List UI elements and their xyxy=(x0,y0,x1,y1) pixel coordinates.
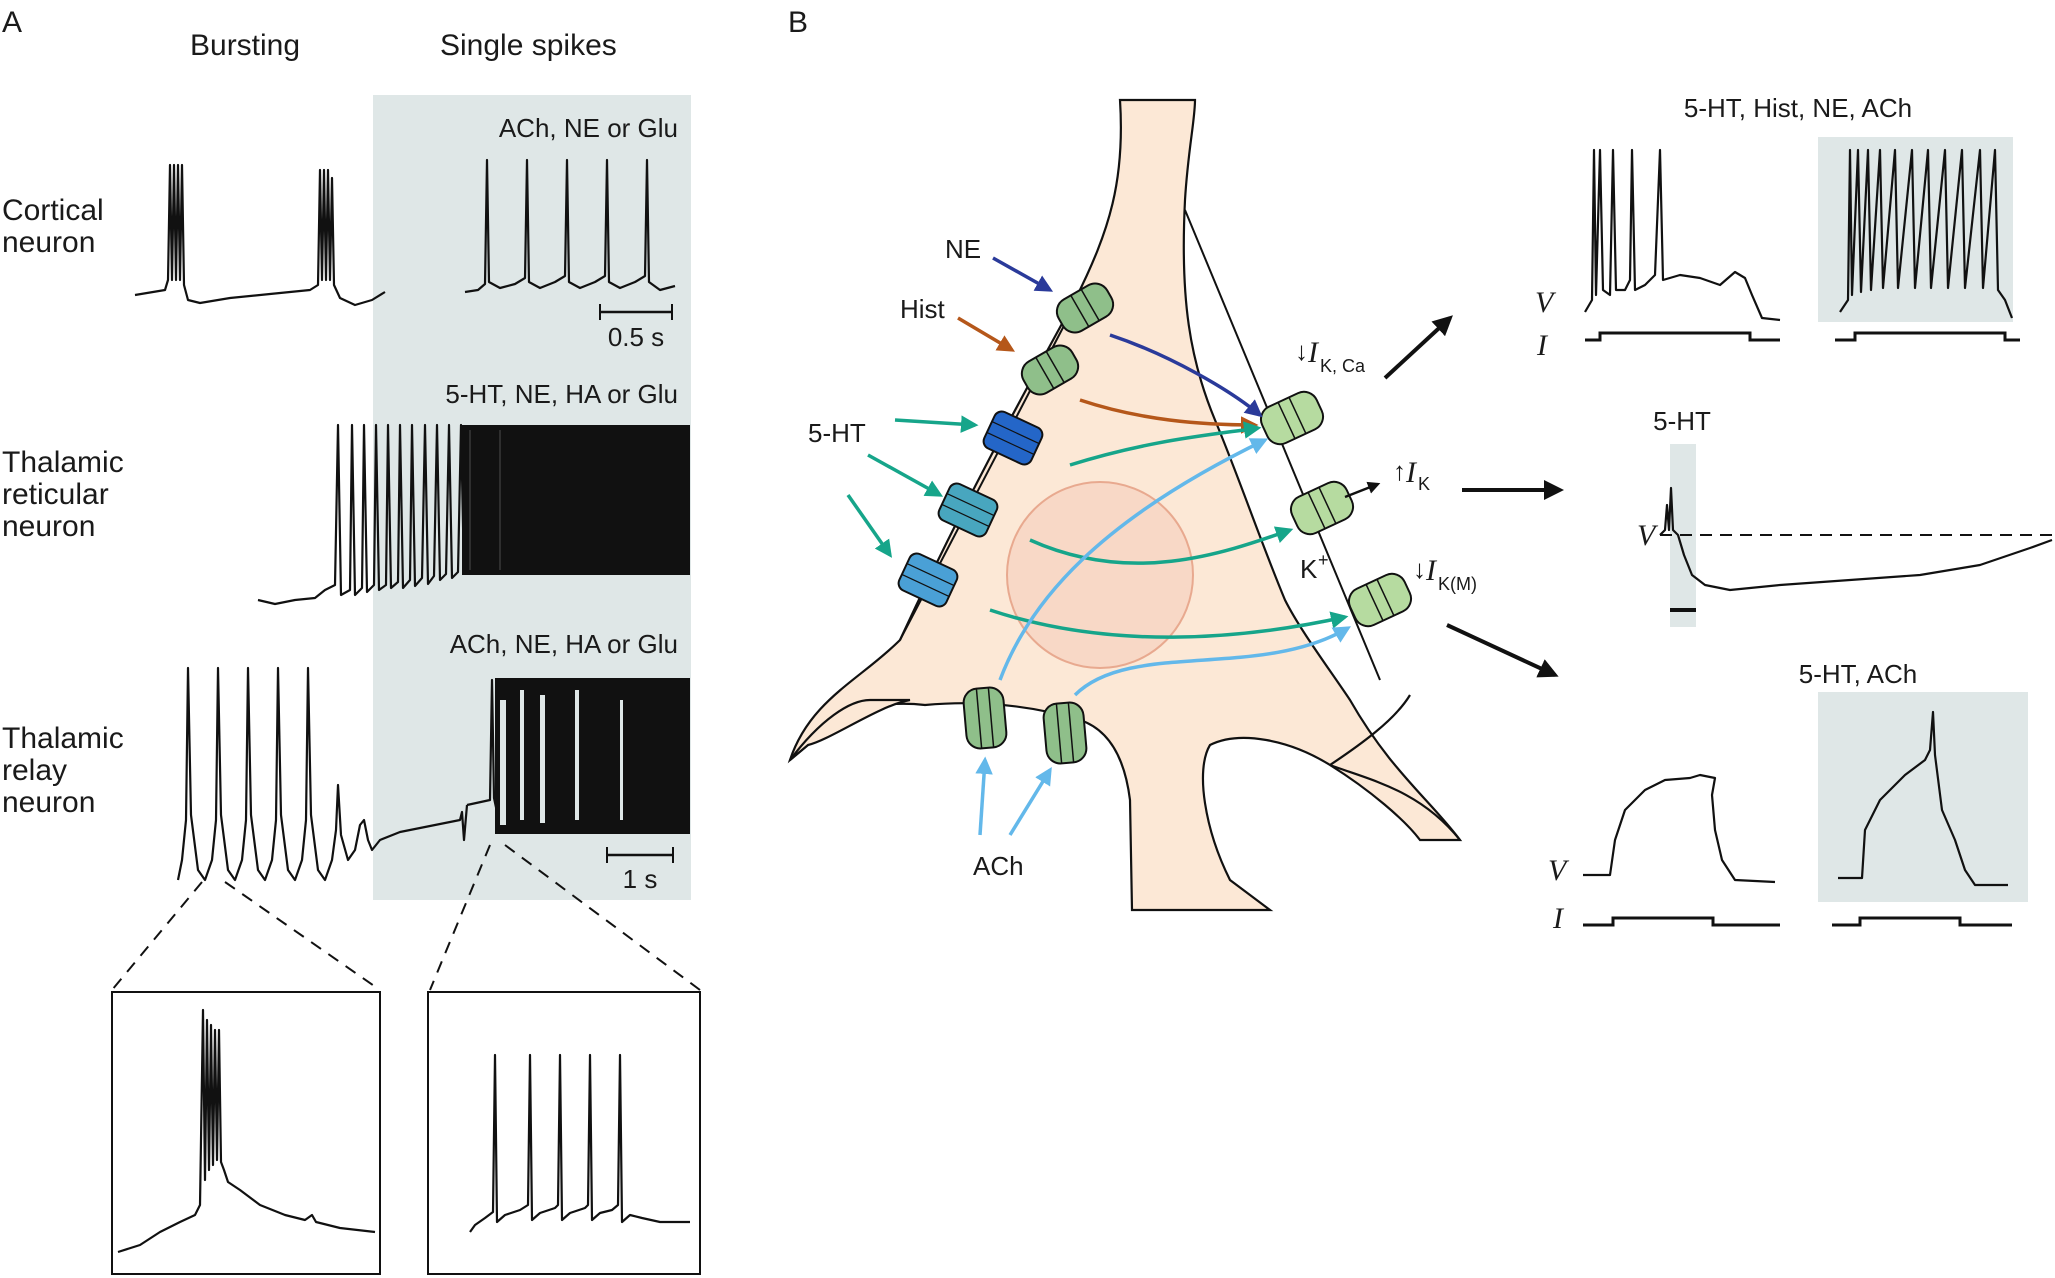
ikm-channel xyxy=(1347,572,1413,628)
relay-block-gap-5 xyxy=(620,700,623,820)
recording-bottom-modulated-current xyxy=(1832,916,2012,927)
hist-input-arrow xyxy=(957,316,1016,352)
relay-transmitters-label: ACh, NE, HA or Glu xyxy=(450,629,678,659)
k-ion-superscript: + xyxy=(1318,550,1329,570)
relay-block-gap-1 xyxy=(500,700,506,825)
recording-bottom-v-label: V xyxy=(1548,854,1570,887)
ach-to-ikm-arrow xyxy=(1073,626,1352,697)
ne-receptor-channel xyxy=(1055,282,1115,334)
scale-bar-one-second xyxy=(606,847,674,863)
scale-label-half-second: 0.5 s xyxy=(608,322,664,352)
ikm-label-sub: K(M) xyxy=(1438,574,1477,594)
recording-top-control-current xyxy=(1585,331,1780,342)
ht-receptor-ltblue xyxy=(897,552,959,608)
recording-bottom-control-trace xyxy=(1583,773,1776,884)
relay-block-gap-4 xyxy=(575,690,579,820)
output-arrow-ikm xyxy=(1446,623,1559,678)
ikca-label-i: I xyxy=(1307,336,1320,369)
hist-to-ikca-arrow xyxy=(1079,398,1259,434)
ach-receptor-channel-2 xyxy=(1042,701,1088,765)
relay-bursting-trace xyxy=(176,666,469,882)
ikca-arrow-symbol: ↓ xyxy=(1295,336,1308,366)
reticular-block-texture xyxy=(469,430,501,570)
ik-label-sub: K xyxy=(1418,474,1430,494)
ht-input-arrow-2 xyxy=(867,453,944,497)
ht-label: 5-HT xyxy=(808,418,866,448)
hist-label: Hist xyxy=(900,294,946,324)
ne-to-ikca-arrow xyxy=(1109,333,1263,418)
ht-to-ikca-arrow xyxy=(1069,421,1262,467)
row-label-thalamic-reticular: Thalamic reticular neuron xyxy=(2,446,132,543)
column-bursting-header: Bursting xyxy=(190,29,300,62)
ht-receptor-royal xyxy=(982,410,1044,466)
cortical-bursting-trace xyxy=(134,163,386,307)
ikm-arrow-symbol: ↓ xyxy=(1413,554,1426,584)
recording-bottom-control-current xyxy=(1583,916,1780,927)
reticular-transmitters-label: 5-HT, NE, HA or Glu xyxy=(445,379,678,409)
relay-block-gap-3 xyxy=(540,695,545,823)
ikm-label-i: I xyxy=(1425,554,1438,587)
recording-bottom-label: 5-HT, ACh xyxy=(1799,659,1918,689)
inset-bursting-trace xyxy=(117,1008,376,1254)
row-label-cortical: Cortical neuron xyxy=(2,194,112,259)
recording-middle-trace xyxy=(1659,486,2053,592)
nucleus xyxy=(1006,481,1194,669)
ht-input-arrow-3 xyxy=(846,493,893,558)
k-efflux-arrow xyxy=(1344,481,1381,499)
recording-top-modulated-trace xyxy=(1839,148,2014,319)
ach-input-arrow-2 xyxy=(1008,767,1052,836)
recording-bottom-shaded xyxy=(1818,692,2028,902)
hist-receptor-channel xyxy=(1020,344,1080,396)
recording-top-v-label: V xyxy=(1535,286,1557,319)
recording-top-modulated-current xyxy=(1835,331,2020,342)
ik-label-i: I xyxy=(1405,456,1418,489)
recording-top-control-trace xyxy=(1584,148,1781,322)
ne-label: NE xyxy=(945,234,981,264)
ht-to-ik-arrow xyxy=(1029,526,1294,565)
relay-block-gap-2 xyxy=(520,690,524,820)
recording-top-label: 5-HT, Hist, NE, ACh xyxy=(1684,93,1912,123)
inset-single-spikes-trace xyxy=(469,1053,690,1233)
reticular-burst-trace xyxy=(257,423,466,606)
ne-input-arrow xyxy=(992,256,1054,292)
scale-bar-half-second xyxy=(599,304,673,320)
cortical-transmitters-label: ACh, NE or Glu xyxy=(499,113,678,143)
ik-channel xyxy=(1289,480,1355,536)
recording-bottom-i-label: I xyxy=(1552,902,1565,935)
ik-arrow-symbol: ↑ xyxy=(1393,456,1406,486)
cortical-single-spikes-trace xyxy=(464,158,676,294)
panel-a-label: A xyxy=(2,6,22,39)
ach-input-arrow-1 xyxy=(975,756,993,836)
dendrite-right-branch xyxy=(1329,694,1411,766)
zoom-dashed-lines xyxy=(111,844,701,991)
ikca-channel xyxy=(1259,390,1325,446)
ht-input-arrow-1 xyxy=(894,415,979,433)
ht-to-ikm-arrow xyxy=(989,608,1349,639)
panel-b-label: B xyxy=(788,6,808,39)
ikca-label-sub: K, Ca xyxy=(1320,356,1366,376)
ach-to-ikca-arrow xyxy=(998,438,1269,681)
dendrite-left xyxy=(789,698,911,761)
recording-middle-v-label: V xyxy=(1637,519,1659,552)
inset-box-single xyxy=(427,991,701,1275)
row-label-thalamic-relay: Thalamic relay neuron xyxy=(2,722,132,819)
k-ion-label: K xyxy=(1300,554,1318,584)
ht-receptor-teal xyxy=(937,482,999,538)
scale-label-one-second: 1 s xyxy=(623,864,658,894)
relay-tonic-firing-block xyxy=(495,678,690,834)
ach-receptor-channel-1 xyxy=(962,686,1008,750)
recording-middle-label: 5-HT xyxy=(1653,406,1711,436)
inset-box-bursting xyxy=(111,991,381,1275)
recording-top-i-label: I xyxy=(1536,329,1549,362)
output-arrow-ikca xyxy=(1383,315,1453,380)
column-single-spikes-header: Single spikes xyxy=(440,29,617,62)
dendrite-right-branch-2 xyxy=(1329,763,1461,841)
reticular-tonic-firing-block xyxy=(462,425,690,575)
ach-label: ACh xyxy=(973,851,1024,881)
recording-bottom-modulated-trace xyxy=(1838,710,2008,887)
